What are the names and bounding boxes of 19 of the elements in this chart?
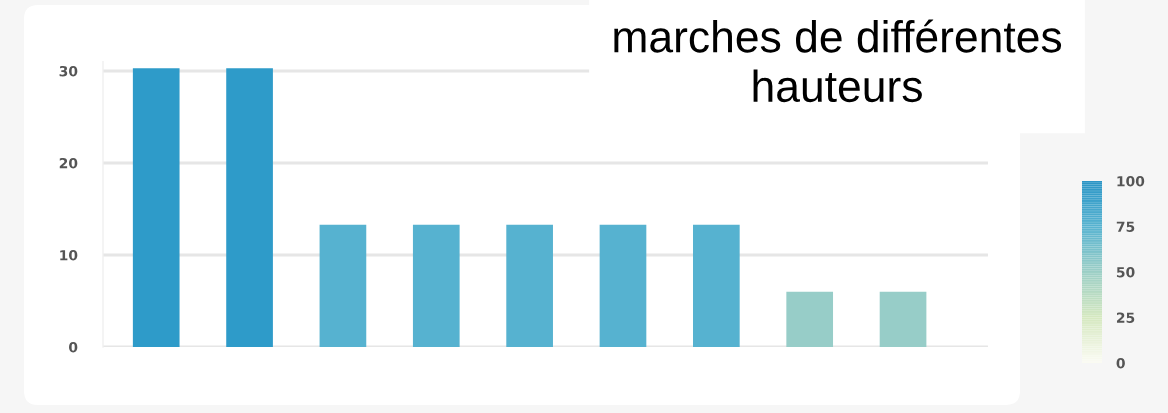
bar bbox=[412, 224, 460, 347]
y-tick-label: 0 bbox=[69, 341, 78, 353]
color-bar-label: 0 bbox=[1116, 357, 1125, 369]
bar bbox=[132, 68, 180, 347]
bar bbox=[599, 224, 647, 347]
bar bbox=[226, 68, 273, 347]
bar bbox=[786, 291, 834, 347]
color-bar-label: 75 bbox=[1116, 221, 1135, 232]
y-tick-label: 30 bbox=[59, 65, 78, 77]
color-bar-label: 50 bbox=[1116, 266, 1135, 278]
color-bar-label: 25 bbox=[1116, 312, 1135, 323]
y-tick-label: 10 bbox=[60, 249, 78, 261]
bar bbox=[506, 224, 553, 347]
bar bbox=[693, 224, 740, 347]
bar bbox=[879, 291, 927, 347]
color-bar-label: 100 bbox=[1117, 175, 1145, 187]
y-tick-label: 20 bbox=[59, 157, 78, 169]
bar bbox=[319, 224, 367, 347]
chart-title: marches de différentes hauteurs bbox=[614, 19, 1062, 103]
